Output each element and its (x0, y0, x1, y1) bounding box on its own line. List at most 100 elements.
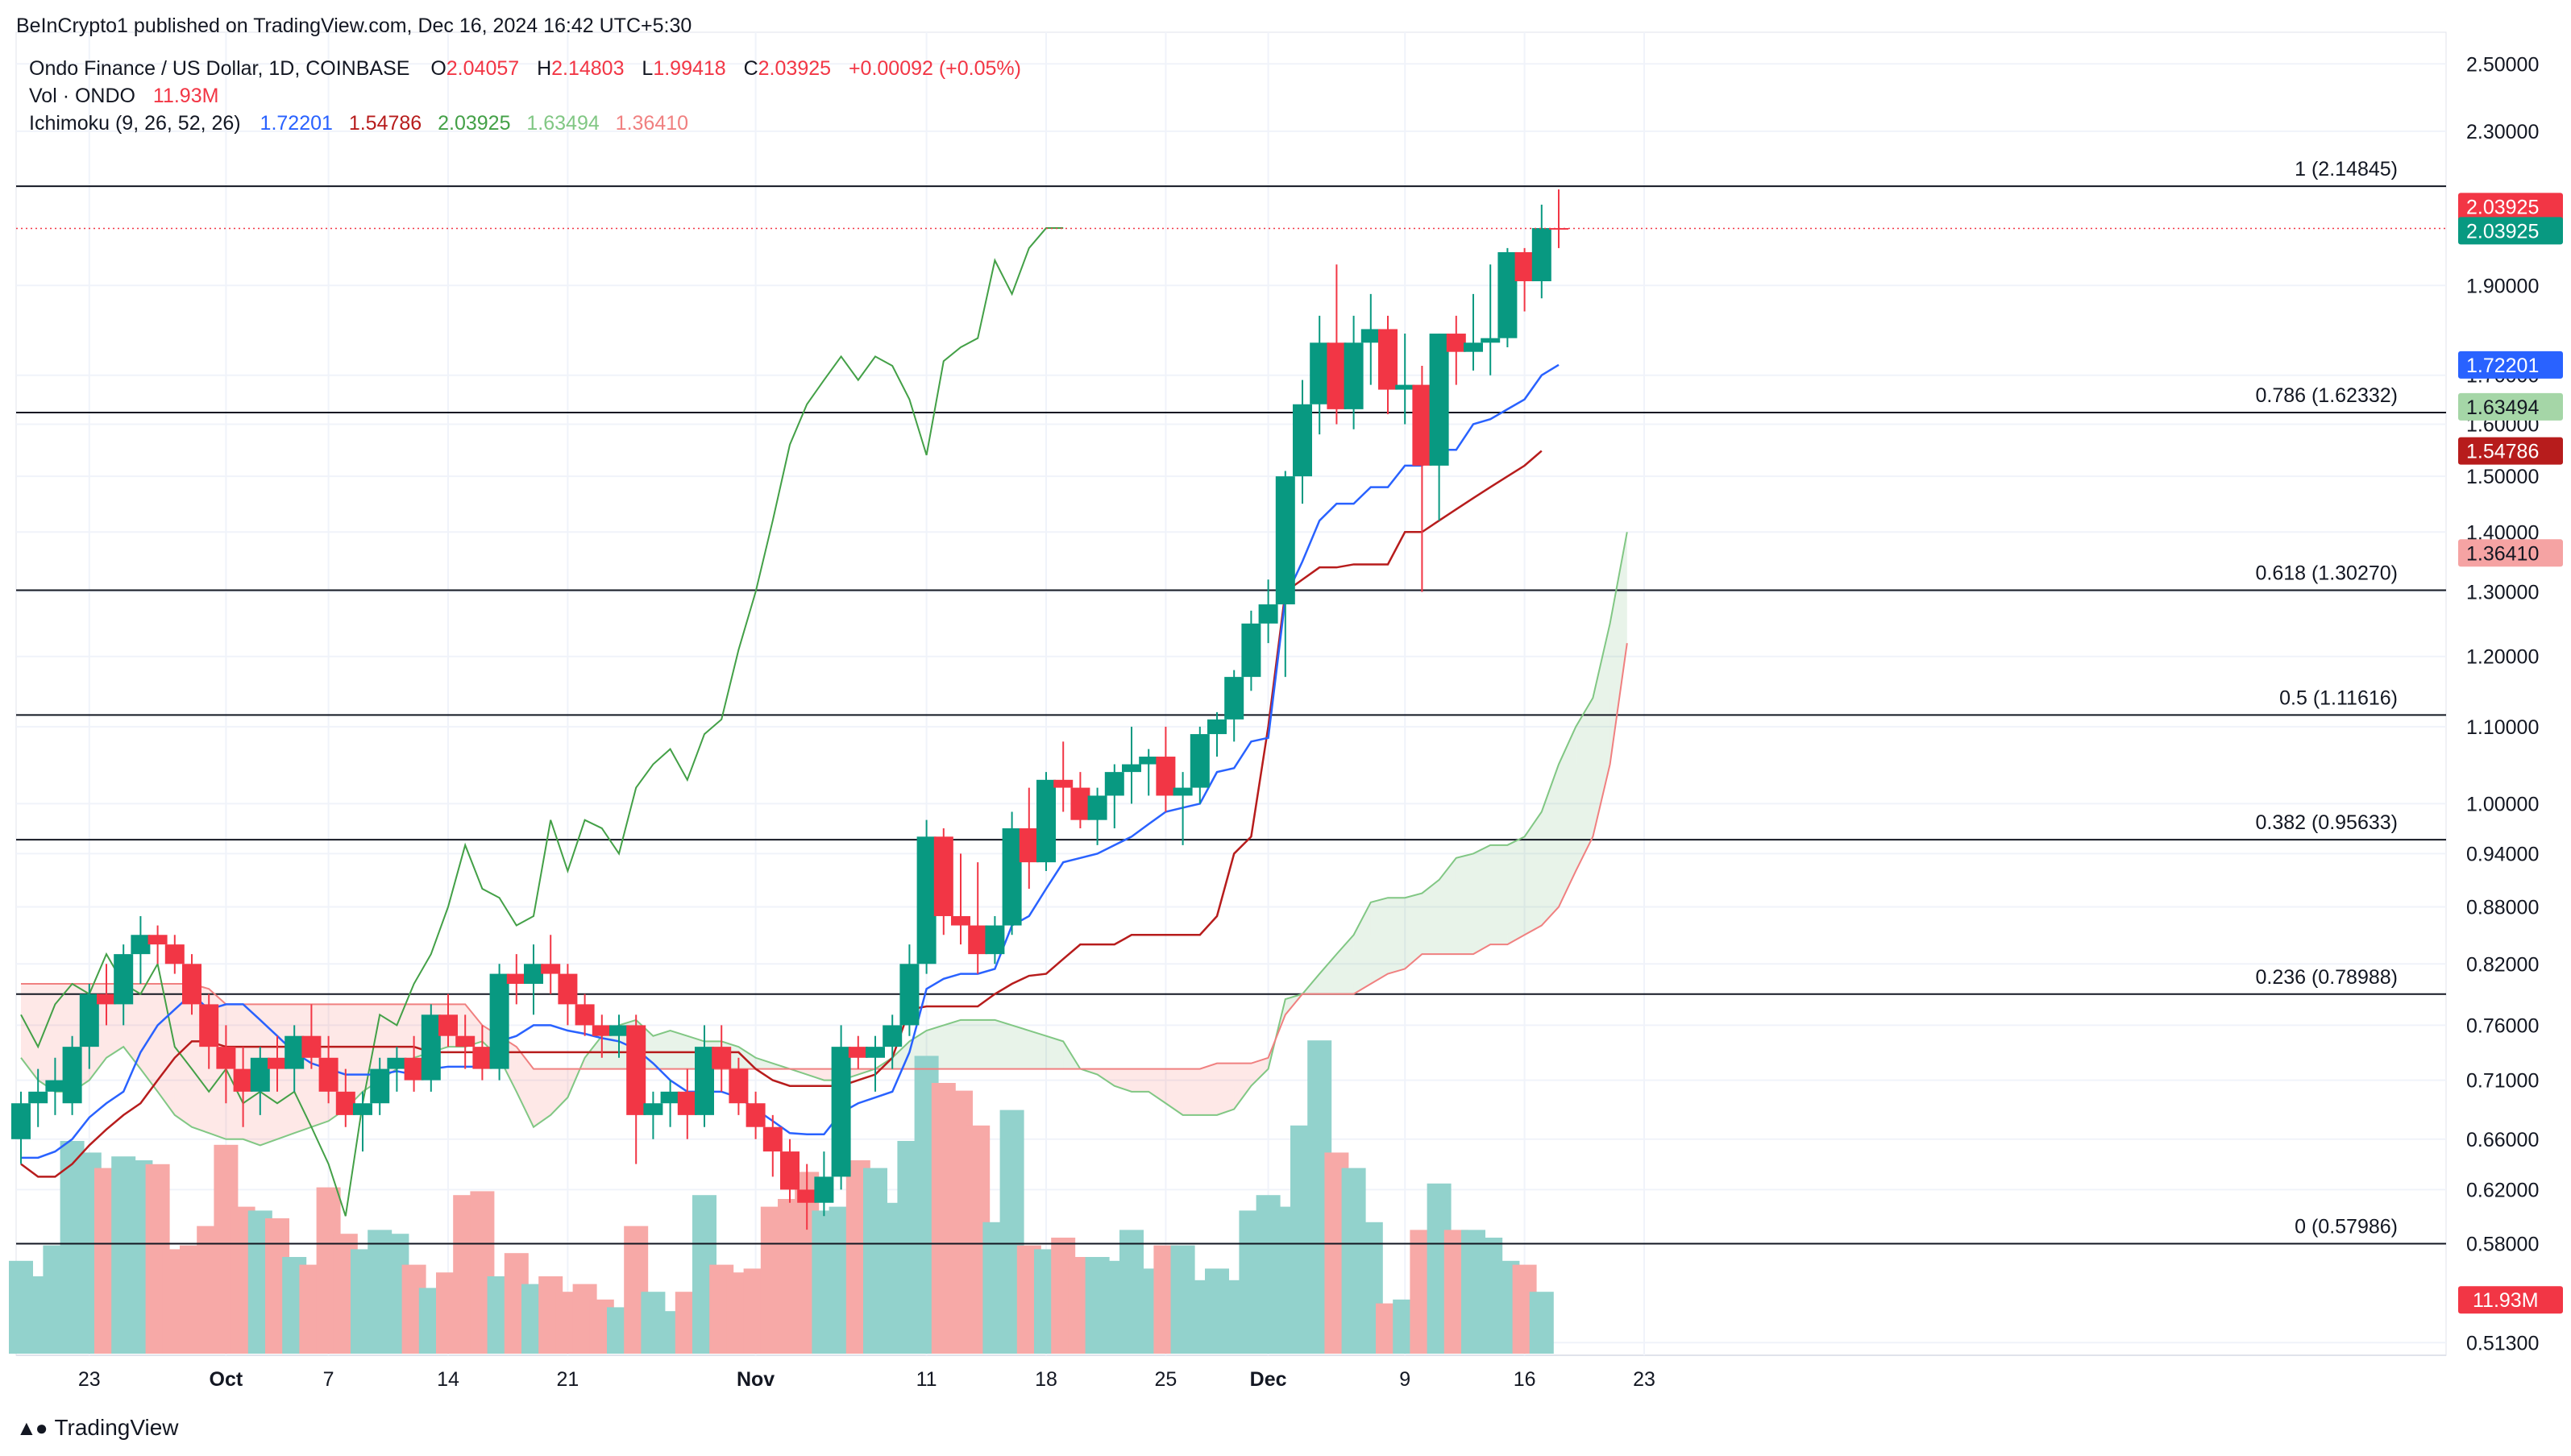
candle-body (524, 964, 543, 985)
cloud-segment (1370, 898, 1388, 985)
candle-body (79, 993, 99, 1047)
candle-body (421, 1014, 441, 1081)
candle-body (182, 964, 201, 1005)
legend-close-label: C (743, 57, 758, 80)
candle-body (233, 1068, 253, 1092)
y-tick-label: 1.20000 (2466, 646, 2539, 669)
candle-body (1207, 719, 1227, 735)
cloud-segment (1251, 1057, 1269, 1086)
cloud-segment (1593, 623, 1610, 837)
candle-body (660, 1091, 680, 1104)
cloud-segment (397, 1004, 414, 1069)
y-tick-label: 0.82000 (2466, 953, 2539, 976)
candle-body (1531, 228, 1551, 282)
candle-body (285, 1035, 305, 1069)
candle-body (933, 836, 953, 916)
candle-body (1275, 476, 1295, 605)
candle-body (131, 935, 151, 955)
candle-body (1395, 384, 1415, 390)
candle-body (729, 1068, 749, 1104)
legend-ichimoku-row[interactable]: Ichimoku (9, 26, 52, 26) 1.72201 1.54786… (29, 110, 1021, 137)
cloud-segment (1490, 844, 1508, 945)
cloud-segment (1199, 1063, 1217, 1115)
cloud-segment (1319, 954, 1337, 994)
price-tag-value: 1.36410 (2466, 542, 2539, 565)
candle-body (1360, 329, 1381, 343)
candle-body (1344, 342, 1364, 409)
x-tick-label: Nov (737, 1368, 775, 1391)
candle-body (1497, 251, 1518, 338)
legend-high-value: 2.14803 (551, 57, 625, 80)
candle-body (164, 944, 185, 964)
y-tick-label: 1.30000 (2466, 582, 2539, 604)
y-tick-label: 0.94000 (2466, 843, 2539, 865)
price-labels-layer: 2.0392512:47:212.039251.722011.634941.54… (2458, 193, 2563, 1314)
candle-body (1036, 779, 1056, 863)
candle-body (1122, 764, 1141, 773)
candle-body (97, 993, 116, 1005)
price-tag-value: 1.72201 (2466, 355, 2539, 377)
cloud-segment (1576, 698, 1593, 871)
candle-body (455, 1035, 476, 1047)
candle-body (780, 1151, 800, 1190)
ichimoku-cloud-layer (21, 532, 1627, 1146)
header: BeInCrypto1 published on TradingView.com… (0, 0, 2571, 37)
y-tick-label: 0.51300 (2466, 1332, 2539, 1354)
legend-tenkan-value: 1.72201 (260, 112, 333, 135)
candle-body (643, 1103, 663, 1115)
y-tick-label: 0.76000 (2466, 1014, 2539, 1037)
legend-price-row[interactable]: Ondo Finance / US Dollar, 1D, COINBASE O… (29, 55, 1021, 82)
cloud-segment (1541, 764, 1559, 926)
cloud-segment (1439, 857, 1456, 955)
cloud-segment (601, 1025, 619, 1069)
cloud-segment (1559, 726, 1576, 907)
y-tick-label: 0.58000 (2466, 1233, 2539, 1255)
candle-body (1446, 334, 1466, 352)
candle-body (1412, 384, 1432, 466)
cloud-segment (670, 1031, 687, 1069)
candle-body (268, 1057, 287, 1069)
cloud-segment (653, 1031, 671, 1069)
cloud-segment (1011, 1025, 1029, 1069)
price-tag-box (2458, 539, 2563, 567)
candle-body (114, 954, 134, 1005)
fib-level-label: 0.5 (1.11616) (2279, 687, 2398, 709)
price-tag-box (2458, 351, 2563, 379)
candle-body (1293, 404, 1312, 477)
candle-body (1224, 677, 1244, 720)
candle-body (62, 1047, 82, 1104)
legend-close-value: 2.03925 (758, 57, 832, 80)
candle-body (45, 1080, 65, 1092)
cloud-segment (38, 984, 56, 1092)
cloud-segment (1028, 1031, 1046, 1069)
candle-body (199, 1004, 219, 1047)
cloud-segment (1097, 1068, 1115, 1086)
cloud-segment (550, 1068, 568, 1115)
cloud-segment (123, 984, 141, 1069)
legend-volume-row[interactable]: Vol · ONDO 11.93M (29, 82, 1021, 110)
candle-body (1070, 787, 1090, 820)
price-tag-value: 2.03925 (2466, 196, 2539, 218)
tradingview-logo-icon: ▲● (16, 1415, 48, 1440)
x-tick-label: 21 (556, 1368, 579, 1391)
candle-body (609, 1025, 629, 1036)
x-tick-label: Dec (1250, 1368, 1287, 1391)
fib-level-label: 0.236 (0.78988) (2255, 966, 2398, 989)
cloud-segment (1524, 811, 1542, 935)
cloud-segment (1609, 532, 1627, 765)
candle-body (28, 1091, 48, 1104)
tradingview-logo[interactable]: ▲● TradingView (16, 1412, 179, 1444)
candle-body (1241, 623, 1261, 678)
candle-body (489, 973, 509, 1069)
legend-open-label: O (430, 57, 446, 80)
legend-ichimoku-label: Ichimoku (9, 26, 52, 26) (29, 112, 241, 135)
y-tick-label: 2.30000 (2466, 121, 2539, 143)
cloud-segment (1456, 853, 1473, 955)
y-tick-label: 0.62000 (2466, 1179, 2539, 1201)
leading-span-a-line (20, 532, 1628, 1147)
candle-body (11, 1103, 31, 1139)
cloud-segment (1405, 893, 1423, 969)
cloud-segment (1234, 1063, 1252, 1110)
candle-body (1310, 342, 1330, 404)
